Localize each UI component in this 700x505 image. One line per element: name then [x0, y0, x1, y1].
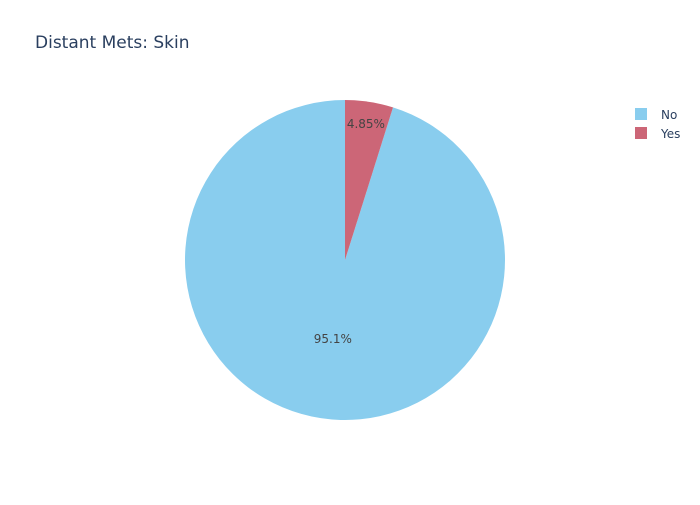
legend-swatch-yes	[635, 127, 647, 139]
pie-slice-labels: 95.1% 4.85%	[314, 117, 385, 346]
slice-percent-label-yes: 4.85%	[347, 117, 385, 131]
legend-item-no[interactable]: No	[635, 108, 677, 122]
pie-slices	[185, 100, 505, 420]
legend-label-no: No	[661, 108, 677, 122]
legend: No Yes	[635, 108, 680, 141]
slice-percent-label-no: 95.1%	[314, 332, 352, 346]
pie-slice-yes[interactable]	[345, 100, 394, 260]
chart-title: Distant Mets: Skin	[35, 33, 190, 53]
legend-item-yes[interactable]: Yes	[635, 127, 680, 141]
legend-swatch-no	[635, 108, 647, 120]
legend-label-yes: Yes	[660, 127, 680, 141]
